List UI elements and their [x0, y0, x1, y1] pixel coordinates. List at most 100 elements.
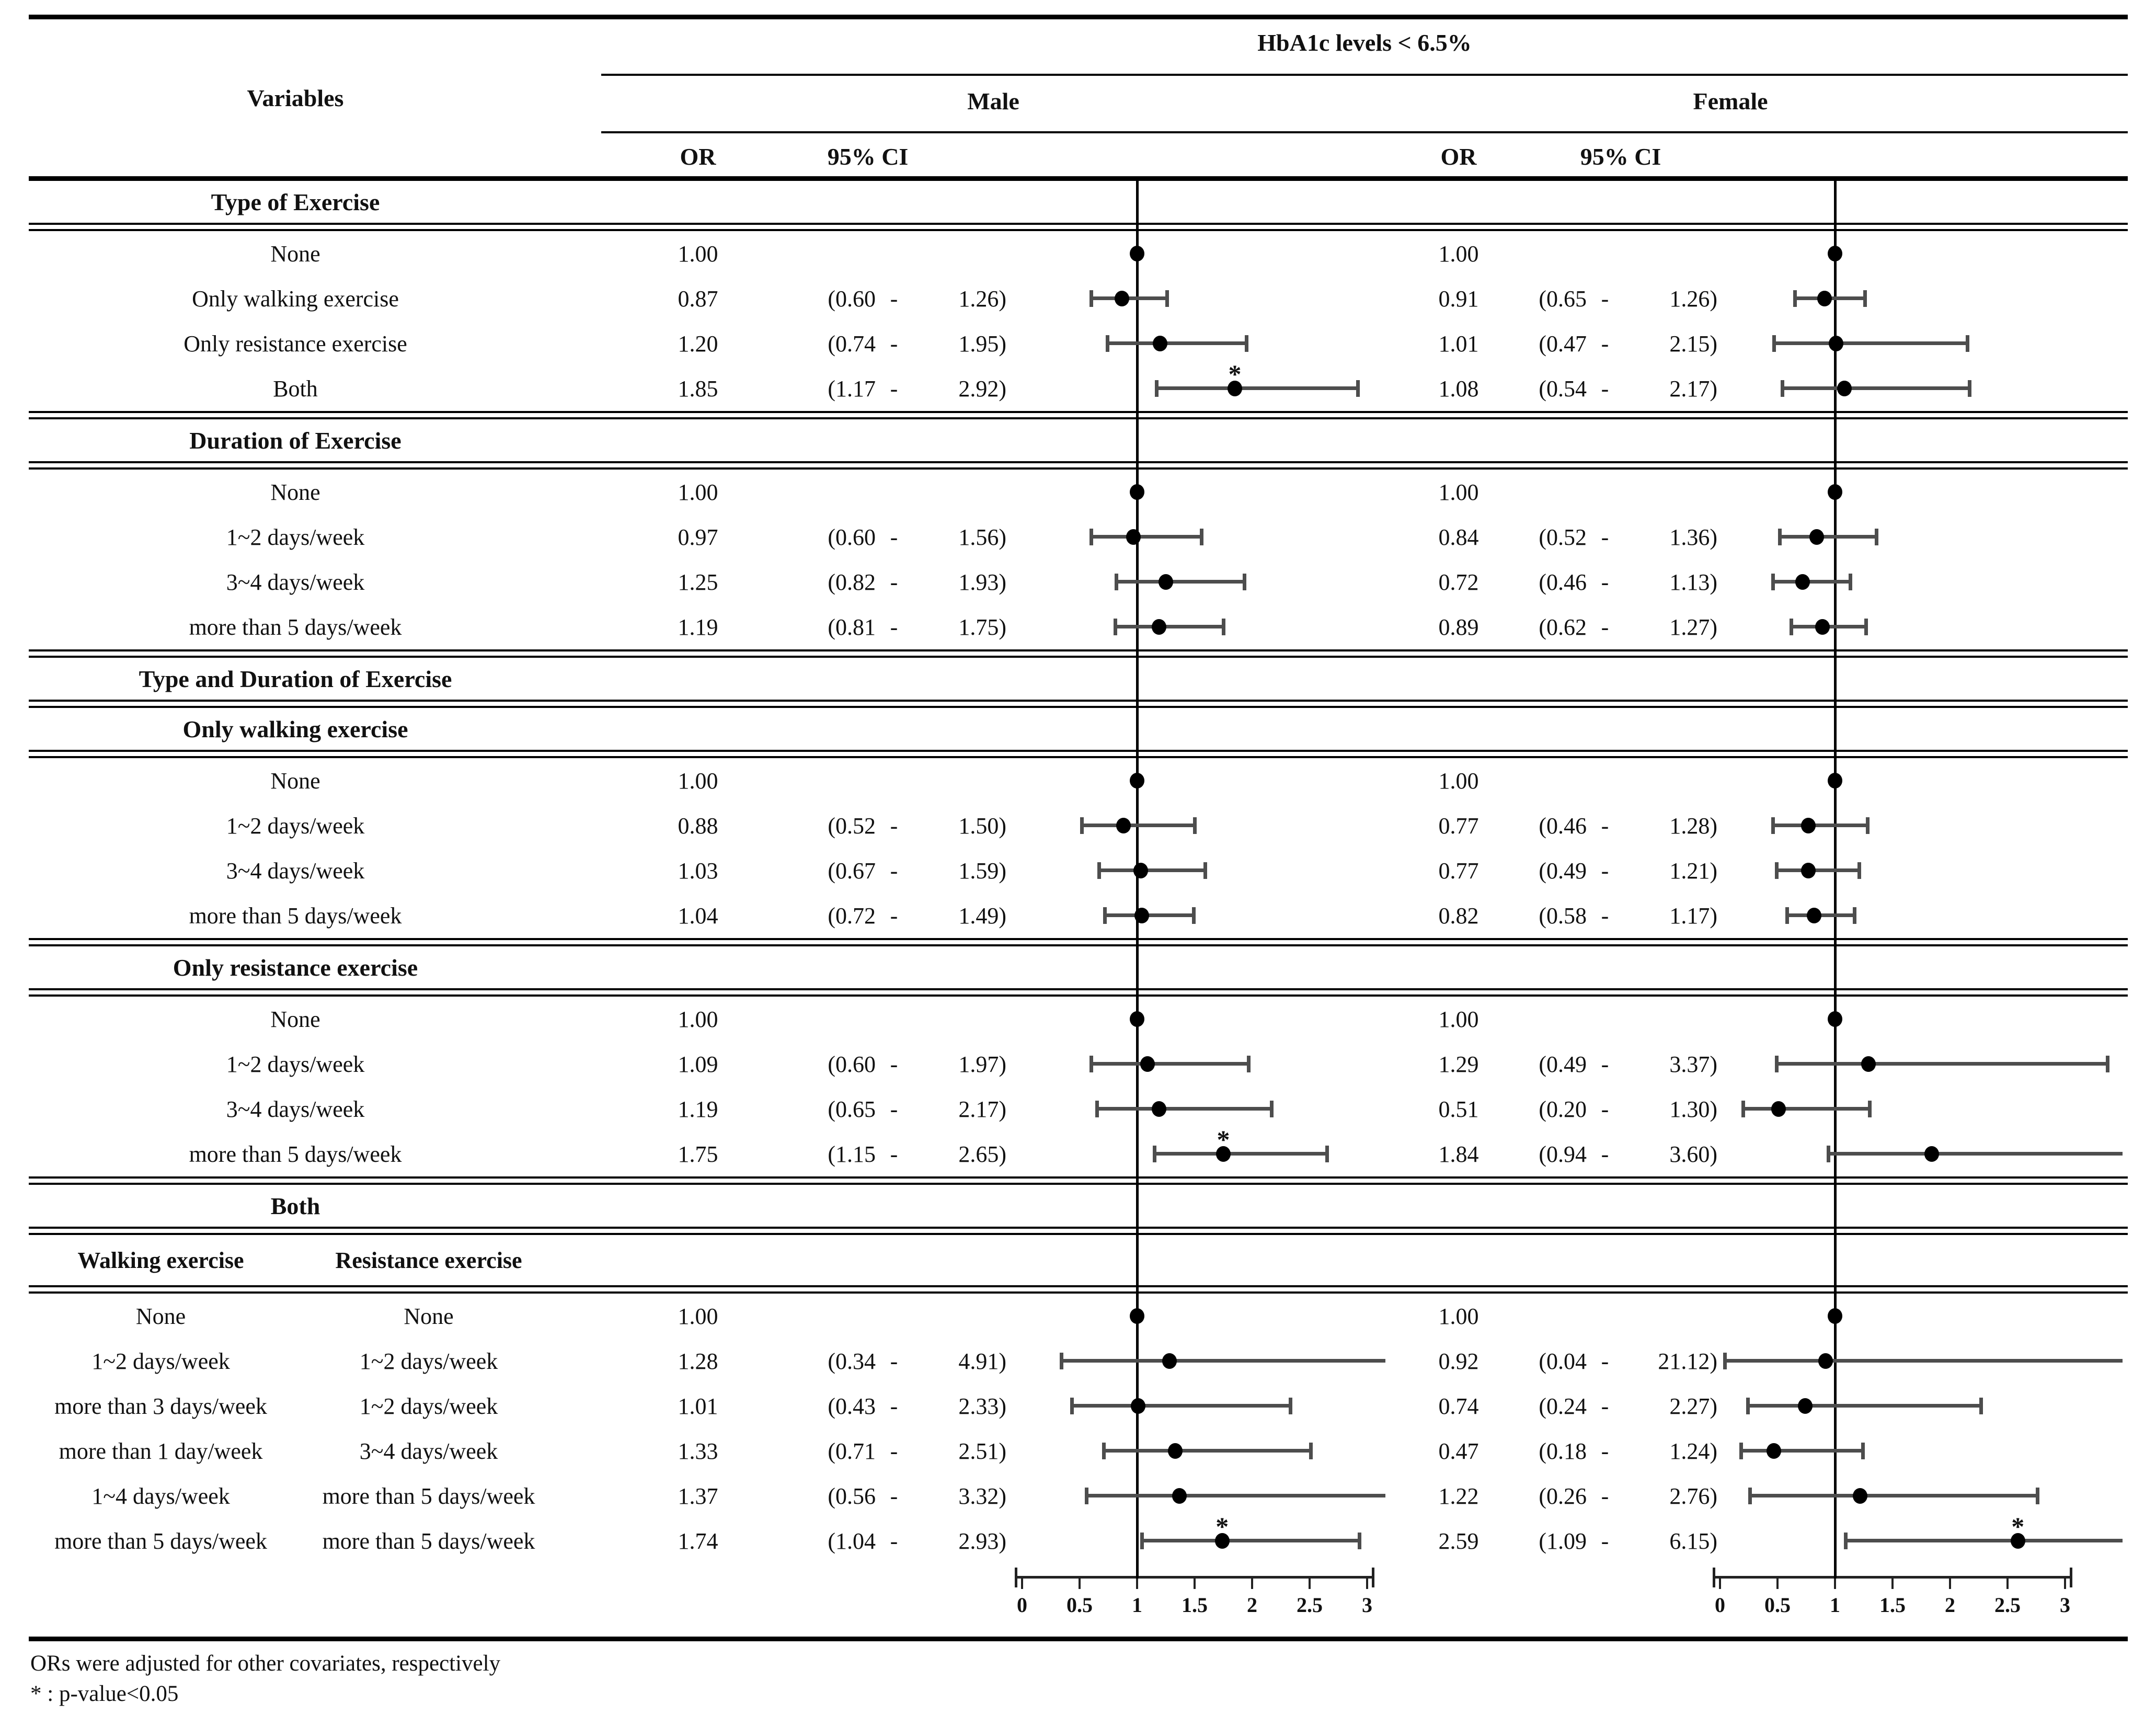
ci-cap-low	[1080, 817, 1084, 834]
male-or-value: 1.75	[678, 1141, 718, 1167]
or-point	[1172, 1488, 1187, 1504]
ci-dash: -	[1601, 1483, 1609, 1509]
table-row: Both 1.85 (1.17-2.92) * 1.08 (0.54-2.17)	[0, 359, 2156, 411]
ci-low: (0.46	[1539, 569, 1587, 595]
section-header-row: Only resistance exercise	[0, 946, 2156, 988]
ci-low: (0.65	[828, 1096, 876, 1122]
male-ci-header: 95% CI	[827, 143, 909, 170]
or-point	[1829, 336, 1844, 351]
female-or-value: 0.92	[1438, 1348, 1479, 1374]
x-axis-male: 0 0.5 1 1.5 2 2.5 3	[1015, 1563, 1374, 1637]
ci-cap-low	[1723, 1353, 1727, 1369]
ci-high: 1.75)	[958, 614, 1006, 640]
ci-low: (0.52	[1539, 524, 1587, 550]
x-axis-female: 0 0.5 1 1.5 2 2.5 3	[1713, 1563, 2072, 1637]
male-ci-value: (0.67- 1.59)	[784, 848, 1006, 893]
section-divider	[29, 649, 2128, 658]
ci-dash: -	[1601, 1096, 1609, 1122]
table-row: None 1.00 1.00	[0, 231, 2156, 276]
ci-high: 2.27)	[1669, 1393, 1717, 1419]
ci-cap-high	[1966, 335, 1969, 352]
or-point	[1828, 484, 1842, 500]
ci-bar	[1071, 1404, 1290, 1408]
axis-tick	[1136, 1577, 1138, 1589]
ci-high: 1.36)	[1669, 524, 1717, 550]
ci-cap-high	[1979, 1398, 1983, 1414]
ci-dash: -	[890, 614, 898, 640]
ci-low: (1.15	[828, 1141, 876, 1167]
ci-cap-low	[1739, 1443, 1743, 1459]
ci-bar	[1747, 1404, 1981, 1408]
or-point	[1809, 529, 1824, 545]
ci-cap-low	[1102, 1443, 1106, 1459]
ci-low: (0.74	[828, 330, 876, 357]
ci-cap-low	[1843, 1533, 1848, 1549]
ci-cap-low	[1741, 1101, 1745, 1117]
axis-tick-label: 0.5	[1764, 1593, 1791, 1617]
ci-dash: -	[1601, 375, 1609, 402]
ci-high: 1.50)	[958, 813, 1006, 839]
ci-high: 3.37)	[1669, 1051, 1717, 1077]
axis-end-cap	[1713, 1568, 1715, 1587]
ci-bar	[1116, 580, 1244, 584]
female-or-value: 1.00	[1438, 479, 1479, 505]
section-title: Only resistance exercise	[173, 954, 418, 981]
ci-low: (0.65	[1539, 285, 1587, 312]
ci-bar	[1097, 1107, 1272, 1111]
ci-high: 1.30)	[1669, 1096, 1717, 1122]
male-ci-value: (0.82- 1.93)	[784, 559, 1006, 604]
or-point	[1214, 1533, 1230, 1549]
axis-end-cap	[2070, 1568, 2072, 1587]
section-header-row: Type and Duration of Exercise	[0, 658, 2156, 700]
or-point	[1795, 574, 1810, 590]
or-point	[1216, 1146, 1231, 1162]
table-row: None 1.00 1.00	[0, 997, 2156, 1042]
footnote-adjustment: ORs were adjusted for other covariates, …	[30, 1651, 501, 1676]
ci-high: 2.65)	[958, 1141, 1006, 1167]
female-or-value: 1.00	[1438, 768, 1479, 794]
ci-dash: -	[890, 1096, 898, 1122]
axis-tick-label: 2	[1945, 1593, 1955, 1617]
ci-bar	[1061, 1359, 1385, 1363]
table-row: None 1.00 1.00	[0, 470, 2156, 514]
female-ci-value: (0.46- 1.13)	[1495, 559, 1717, 604]
ci-cap-low	[1105, 335, 1109, 352]
axis-tick	[2006, 1577, 2009, 1589]
subcolumn-header-row: Walking exercise Resistance exercise	[0, 1235, 2156, 1285]
row-label: None	[270, 479, 320, 505]
ci-cap-high	[1165, 290, 1169, 307]
ci-high: 2.15)	[1669, 330, 1717, 357]
ci-cap-high	[1875, 529, 1879, 545]
female-or-value: 0.77	[1438, 857, 1479, 884]
ci-high: 1.27)	[1669, 614, 1717, 640]
or-point	[1130, 484, 1144, 500]
axis-tick-label: 0	[1017, 1593, 1027, 1617]
ci-low: (0.72	[828, 902, 876, 929]
female-or-value: 1.84	[1438, 1141, 1479, 1167]
table-row: 3~4 days/week 1.19 (0.65-2.17) 0.51 (0.20-1.…	[0, 1087, 2156, 1131]
axis-tick	[1776, 1577, 1779, 1589]
ci-low: (0.94	[1539, 1141, 1587, 1167]
female-ci-value: (0.47- 2.15)	[1495, 321, 1717, 366]
ci-cap-high	[1857, 862, 1862, 879]
female-ci-value: (0.46- 1.28)	[1495, 803, 1717, 848]
ci-low: (1.09	[1539, 1528, 1587, 1554]
row-label-walking: 1~4 days/week	[91, 1483, 230, 1509]
female-ci-value: (0.65- 1.26)	[1495, 276, 1717, 321]
table-row: Only walking exercise 0.87 (0.60-1.26) 0.91…	[0, 276, 2156, 321]
ci-cap-high	[1357, 1533, 1361, 1549]
ci-cap-low	[1103, 907, 1107, 924]
male-or-value: 1.00	[678, 479, 718, 505]
header-bottom-border	[29, 176, 2128, 181]
female-ci-value: (0.49- 1.21)	[1495, 848, 1717, 893]
or-point	[1130, 246, 1144, 261]
male-or-value: 1.00	[678, 241, 718, 267]
table-row: more than 1 day/week 3~4 days/week 1.33 (0.…	[0, 1428, 2156, 1473]
ci-low: (0.26	[1539, 1483, 1587, 1509]
female-or-value: 0.72	[1438, 569, 1479, 595]
ci-bar	[1776, 1062, 2108, 1066]
row-label: 1~2 days/week	[226, 524, 365, 550]
ci-cap-high	[1853, 907, 1857, 924]
table-header: Variables HbA1c levels < 6.5% Male Femal…	[0, 19, 2156, 176]
